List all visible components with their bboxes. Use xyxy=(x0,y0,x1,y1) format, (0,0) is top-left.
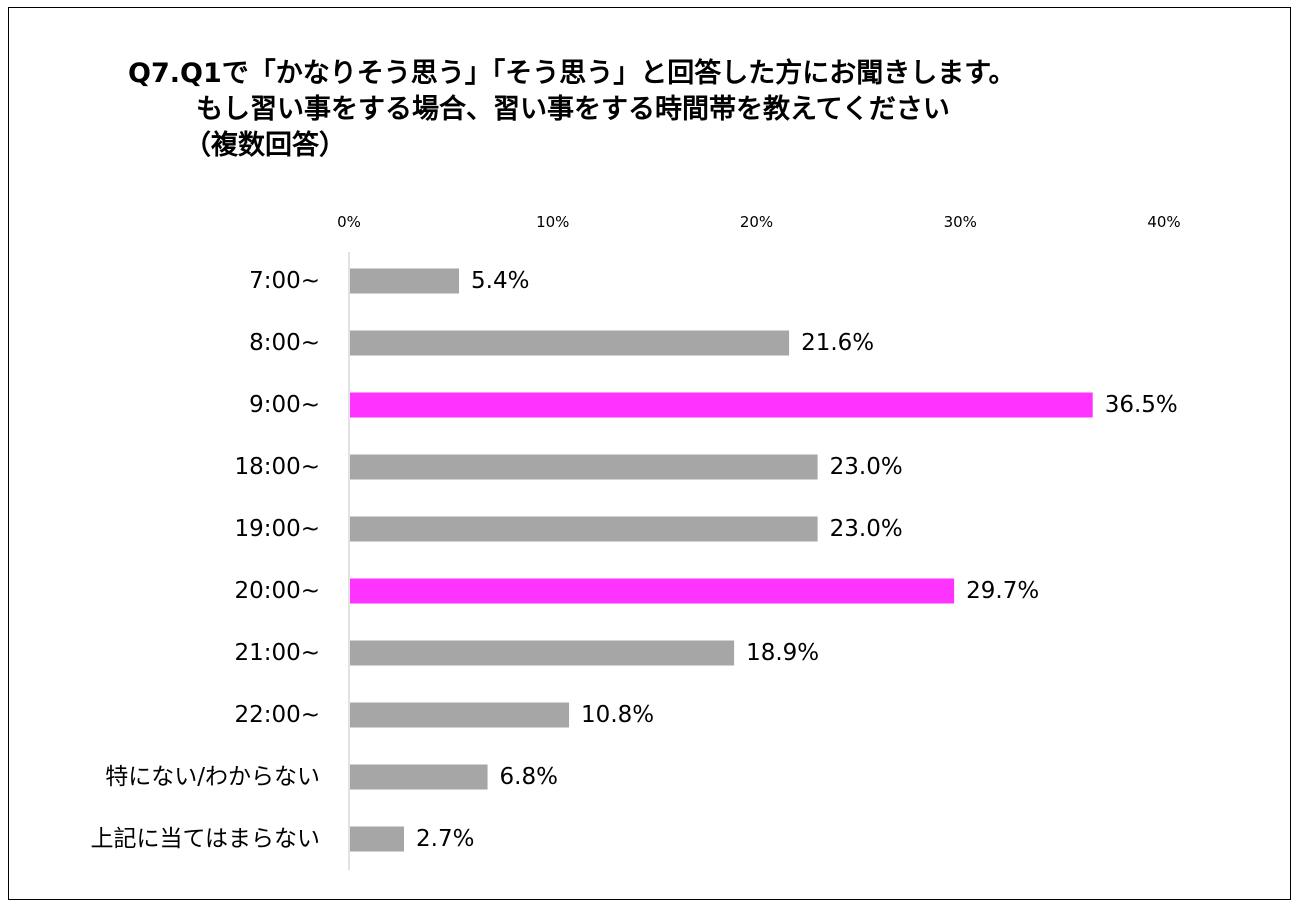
category-label: 22:00~ xyxy=(234,702,320,728)
bar xyxy=(350,454,818,480)
x-tick-label: 10% xyxy=(536,213,569,231)
category-label: 8:00~ xyxy=(249,330,320,356)
x-tick-label: 30% xyxy=(944,213,977,231)
x-tick-label: 0% xyxy=(337,213,361,231)
data-label: 29.7% xyxy=(966,578,1039,604)
category-label: 19:00~ xyxy=(234,516,320,542)
x-tick-label: 40% xyxy=(1147,213,1180,231)
data-label: 2.7% xyxy=(416,826,474,852)
data-label: 5.4% xyxy=(471,268,529,294)
category-label: 18:00~ xyxy=(234,454,320,480)
bar xyxy=(350,702,570,728)
category-label: 7:00~ xyxy=(249,268,320,294)
category-label: 20:00~ xyxy=(234,578,320,604)
category-label: 9:00~ xyxy=(249,392,320,418)
bar xyxy=(350,578,955,604)
data-label: 36.5% xyxy=(1105,392,1178,418)
data-label: 18.9% xyxy=(746,640,819,666)
bar xyxy=(350,516,818,542)
chart-title-line-1: Q7.Q1で「かなりそう思う」「そう思う」と回答した方にお聞きします。 xyxy=(128,58,1016,89)
chart-frame xyxy=(8,7,1291,900)
chart-title-line-3: （複数回答） xyxy=(184,130,346,161)
chart-title-line-2: もし習い事をする場合、習い事をする時間帯を教えてください xyxy=(196,94,950,125)
x-tick-label: 20% xyxy=(740,213,773,231)
bar xyxy=(350,826,405,852)
data-label: 6.8% xyxy=(500,764,558,790)
bar xyxy=(350,764,488,790)
data-label: 23.0% xyxy=(830,454,903,480)
bar xyxy=(350,392,1093,418)
data-label: 21.6% xyxy=(801,330,874,356)
chart-title: Q7.Q1で「かなりそう思う」「そう思う」と回答した方にお聞きします。 もし習い… xyxy=(0,56,1302,164)
category-label: 21:00~ xyxy=(234,640,320,666)
category-label: 上記に当てはまらない xyxy=(90,826,320,852)
data-label: 10.8% xyxy=(581,702,654,728)
bar xyxy=(350,330,790,356)
bar xyxy=(350,268,460,294)
category-label: 特にない/わからない xyxy=(105,764,320,790)
data-label: 23.0% xyxy=(830,516,903,542)
bar xyxy=(350,640,735,666)
